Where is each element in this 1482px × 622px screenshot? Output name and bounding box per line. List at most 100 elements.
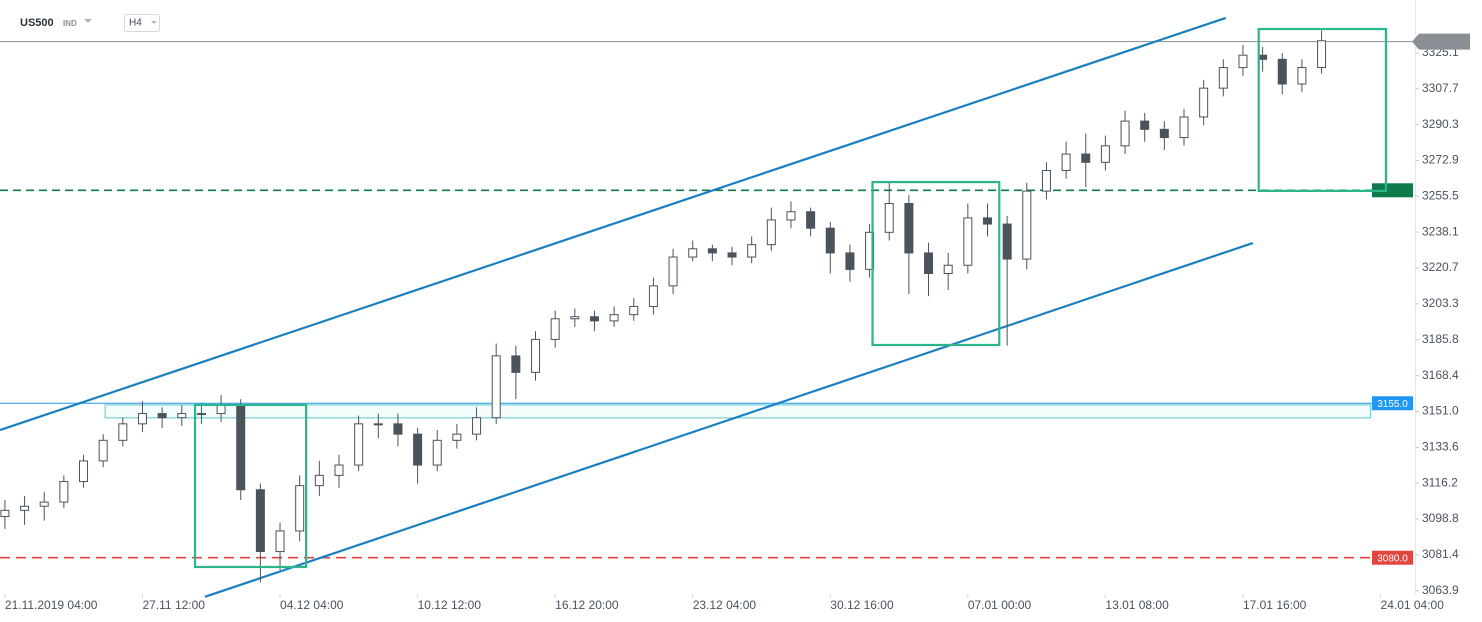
x-tick-label: 13.01 08:00	[1105, 598, 1169, 612]
candle-body	[118, 423, 128, 441]
candle-body	[511, 355, 521, 373]
candle-body	[472, 417, 482, 435]
candle-body	[786, 211, 796, 221]
candle-body	[727, 252, 737, 258]
candle-body	[1159, 128, 1169, 139]
candle-body	[845, 252, 855, 270]
y-tick-label: 3116.2	[1422, 475, 1458, 489]
candle-body	[216, 404, 226, 415]
x-tick-label: 10.12 12:00	[418, 598, 482, 612]
candle-body	[20, 505, 30, 511]
highlight-box	[1257, 27, 1388, 193]
candle-body	[963, 217, 973, 266]
candle-body	[334, 464, 344, 476]
candle-body	[373, 423, 383, 426]
candle-body	[531, 338, 541, 373]
x-tick-label: 27.11 12:00	[142, 598, 205, 612]
candle-body	[707, 248, 717, 254]
x-tick-label: 16.12 20:00	[555, 598, 619, 612]
candle-body	[1120, 120, 1130, 147]
y-tick-label: 3168.4	[1422, 368, 1459, 382]
candle-body	[157, 413, 167, 419]
y-tick-label: 3255.5	[1422, 188, 1459, 202]
y-tick-label: 3290.3	[1422, 117, 1459, 131]
candle-body	[452, 433, 462, 441]
candle-body	[275, 530, 285, 553]
candle-body	[609, 314, 619, 322]
level-badge	[1372, 183, 1413, 198]
dropdown-arrow[interactable]	[84, 19, 92, 23]
candle-body	[884, 202, 894, 233]
y-tick-label: 3203.3	[1422, 296, 1459, 310]
candle-body	[1081, 153, 1091, 163]
candle-body	[688, 248, 698, 258]
instrument-type: IND	[63, 19, 77, 28]
candle-body	[137, 413, 147, 425]
candle-body	[1238, 54, 1248, 69]
candle-body	[1022, 190, 1032, 260]
candle-body	[177, 413, 187, 419]
x-tick-label: 07.01 00:00	[968, 598, 1032, 612]
highlight-box	[871, 180, 1001, 347]
candle-body	[806, 211, 816, 229]
level-badge	[1372, 550, 1413, 565]
candle-body	[629, 305, 639, 316]
timeframe[interactable]: H4	[129, 18, 142, 29]
candle-body	[354, 423, 364, 466]
y-tick-label: 3185.8	[1422, 332, 1459, 346]
candle-body	[1002, 223, 1012, 260]
x-tick-label: 21.11.2019 04:00	[5, 598, 98, 612]
y-tick-label: 3133.6	[1422, 440, 1459, 454]
y-tick-label: 3272.9	[1422, 153, 1459, 167]
candle-body	[904, 202, 914, 254]
level-badge-label: 3080.0	[1377, 553, 1408, 564]
candle-body	[314, 474, 324, 487]
x-tick-label: 04.12 04:00	[280, 598, 344, 612]
timeframe-box[interactable]	[124, 14, 160, 32]
y-tick-label: 3151.0	[1422, 404, 1459, 418]
candle-body	[1179, 116, 1189, 139]
candle-body	[1277, 58, 1287, 85]
candle-body	[570, 316, 580, 320]
candle-body	[413, 433, 423, 466]
trend-line	[0, 16, 1227, 432]
candle-body	[1140, 120, 1150, 130]
candle-body	[1317, 40, 1327, 69]
candle-body	[1061, 153, 1071, 172]
candle-body	[825, 227, 835, 254]
dropdown-arrow[interactable]	[151, 21, 157, 24]
highlight-box	[193, 403, 308, 569]
y-tick-label: 3238.1	[1422, 224, 1459, 238]
candle-body	[79, 460, 89, 483]
candle-body	[747, 244, 757, 258]
candle-body	[1199, 87, 1209, 118]
candle-body	[295, 485, 305, 532]
candle-body	[432, 439, 442, 466]
candle-body	[39, 501, 49, 507]
price-badge	[1412, 33, 1470, 50]
x-tick-label: 23.12 04:00	[693, 598, 757, 612]
candle-body	[550, 318, 560, 340]
candle-body	[943, 264, 953, 275]
symbol[interactable]: US500	[20, 17, 54, 29]
candle-body	[1258, 54, 1268, 60]
candle-body	[1100, 145, 1110, 163]
candle-body	[1218, 67, 1228, 89]
candle-body	[393, 423, 403, 435]
y-tick-label: 3063.9	[1422, 583, 1459, 597]
y-tick-label: 3081.4	[1422, 547, 1459, 561]
candle-body	[668, 256, 678, 287]
candle-body	[589, 316, 599, 322]
level-badge	[1372, 396, 1413, 411]
x-tick-label: 24.01 04:00	[1381, 598, 1445, 612]
y-tick-label: 3307.7	[1422, 81, 1459, 95]
candle-body	[766, 219, 776, 246]
candle-body	[648, 285, 658, 307]
candle-body	[1041, 170, 1051, 192]
candle-body	[255, 489, 265, 553]
candle-body	[236, 404, 246, 491]
candle-body	[924, 252, 934, 275]
candle-body	[98, 439, 108, 462]
candle-body	[196, 413, 206, 416]
